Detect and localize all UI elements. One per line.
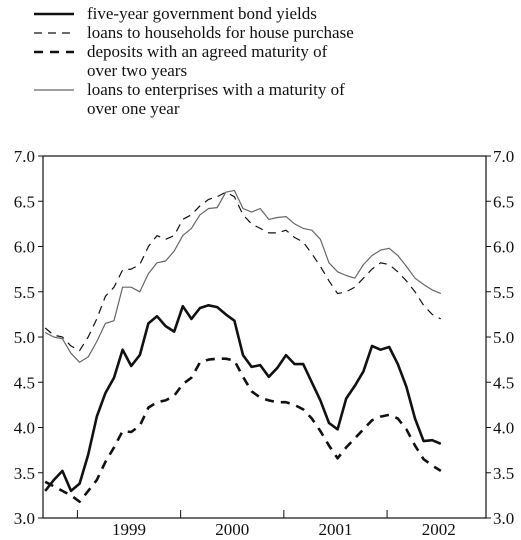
plot-frame (42, 155, 487, 519)
y-tick-label-left: 3.0 (14, 509, 35, 528)
legend-label: loans to households for house purchase (87, 23, 354, 42)
y-tick-label-right: 6.0 (493, 238, 514, 257)
y-tick-label-left: 4.0 (14, 419, 35, 438)
x-tick-label: 2002 (422, 520, 456, 539)
y-tick-label-left: 6.0 (14, 238, 35, 257)
y-tick-label-right: 3.0 (493, 509, 514, 528)
series-group (44, 189, 442, 504)
y-tick-label-right: 4.5 (493, 373, 514, 392)
legend-label: five-year government bond yields (87, 4, 317, 23)
y-tick-label-left: 5.0 (14, 328, 35, 347)
y-tick-label-right: 5.5 (493, 283, 514, 302)
legend-label: over one year (87, 99, 180, 118)
x-tick-label: 2000 (215, 520, 249, 539)
series-line-1 (44, 303, 442, 493)
y-tick-label-left: 4.5 (14, 373, 35, 392)
x-tick-label: 1999 (112, 520, 146, 539)
x-axis: 1999 2000 2001 2002 (76, 510, 456, 539)
series-line-3 (44, 357, 442, 504)
y-tick-label-right: 7.0 (493, 147, 514, 166)
y-tick-label-right: 3.5 (493, 464, 514, 483)
y-tick-label-left: 6.5 (14, 192, 35, 211)
y-tick-label-left: 7.0 (14, 147, 35, 166)
y-axis-right: 3.0 3.5 4.0 4.5 5.0 5.5 6.0 6.5 7.0 (486, 147, 514, 528)
series-line-4 (44, 189, 442, 363)
y-axis-left: 3.0 3.5 4.0 4.5 5.0 5.5 6.0 6.5 7.0 (14, 147, 43, 528)
x-tick-label: 2001 (318, 520, 352, 539)
series-line-2 (44, 191, 442, 352)
y-tick-label-right: 5.0 (493, 328, 514, 347)
y-tick-label-right: 6.5 (493, 192, 514, 211)
legend-label: loans to enterprises with a maturity of (87, 80, 345, 99)
y-tick-label-right: 4.0 (493, 419, 514, 438)
y-tick-label-left: 5.5 (14, 283, 35, 302)
legend-label: deposits with an agreed maturity of (87, 42, 328, 61)
legend-label: over two years (87, 61, 187, 80)
y-tick-label-left: 3.5 (14, 464, 35, 483)
